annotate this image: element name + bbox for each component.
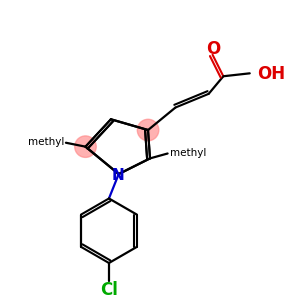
Text: methyl: methyl bbox=[169, 148, 206, 158]
Text: OH: OH bbox=[257, 65, 286, 83]
Circle shape bbox=[137, 119, 159, 141]
Text: Cl: Cl bbox=[100, 281, 118, 299]
Text: methyl: methyl bbox=[28, 137, 64, 147]
Text: N: N bbox=[111, 167, 124, 182]
Text: O: O bbox=[206, 40, 221, 58]
Circle shape bbox=[75, 136, 96, 158]
